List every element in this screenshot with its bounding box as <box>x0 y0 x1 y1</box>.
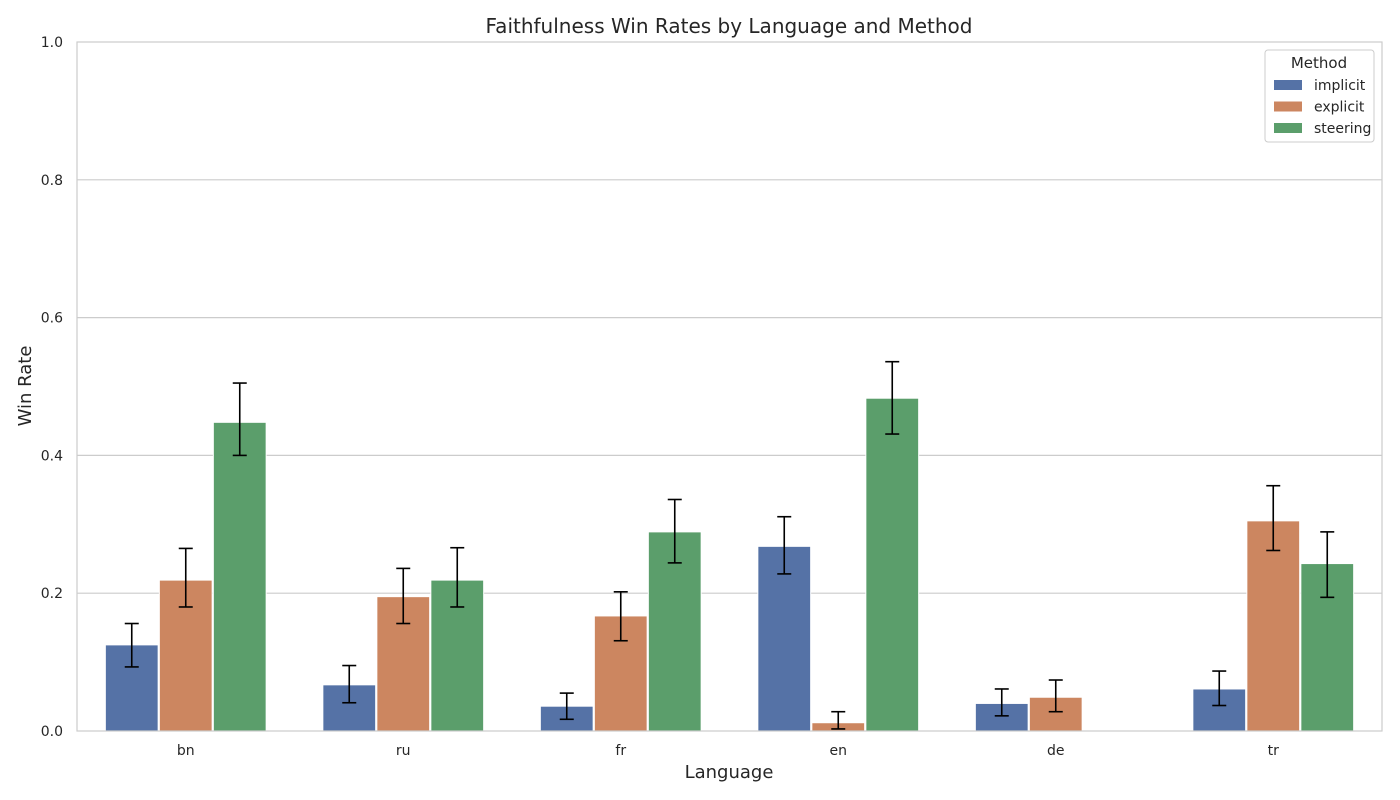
bar-steering-bn <box>212 421 267 732</box>
grid <box>77 179 1382 594</box>
legend-label-explicit: explicit <box>1314 100 1365 116</box>
x-axis-ticks: bn ru fr en de tr <box>177 743 1279 759</box>
y-tick-label: 0.0 <box>41 724 63 740</box>
y-tick-label: 0.8 <box>41 173 63 189</box>
x-tick-label: bn <box>177 743 195 759</box>
x-tick-label: tr <box>1268 743 1279 759</box>
plot-frame <box>76 41 1383 732</box>
legend-label-steering: steering <box>1314 121 1371 137</box>
y-tick-label: 0.4 <box>41 448 63 464</box>
y-axis-ticks: 0.0 0.2 0.4 0.6 0.8 1.0 <box>41 35 63 740</box>
bar-steering-fr <box>647 531 702 732</box>
legend-swatch-explicit <box>1274 101 1302 112</box>
x-tick-label: de <box>1047 743 1065 759</box>
legend-swatch-steering <box>1274 123 1302 133</box>
legend-label-implicit: implicit <box>1314 78 1366 94</box>
bar-implicit-de <box>974 702 1029 732</box>
x-tick-label: en <box>830 743 848 759</box>
y-tick-label: 0.2 <box>41 586 63 602</box>
x-tick-label: fr <box>615 743 626 759</box>
legend-box <box>1264 49 1375 143</box>
y-axis-label: Win Rate <box>15 346 36 427</box>
legend-title: Method <box>1291 54 1347 72</box>
y-tick-label: 0.6 <box>41 311 63 327</box>
x-axis-label: Language <box>685 762 774 783</box>
bar-steering-en <box>865 397 920 732</box>
bar-implicit-en <box>757 545 812 732</box>
x-tick-label: ru <box>396 743 411 759</box>
legend-swatch-implicit <box>1274 80 1302 90</box>
legend: Method implicit explicit steering <box>1264 49 1375 143</box>
bar-explicit-tr <box>1246 520 1301 732</box>
bars <box>104 397 1355 732</box>
error-bars <box>124 360 1335 730</box>
y-tick-label: 1.0 <box>41 35 63 51</box>
chart-title: Faithfulness Win Rates by Language and M… <box>486 14 973 38</box>
